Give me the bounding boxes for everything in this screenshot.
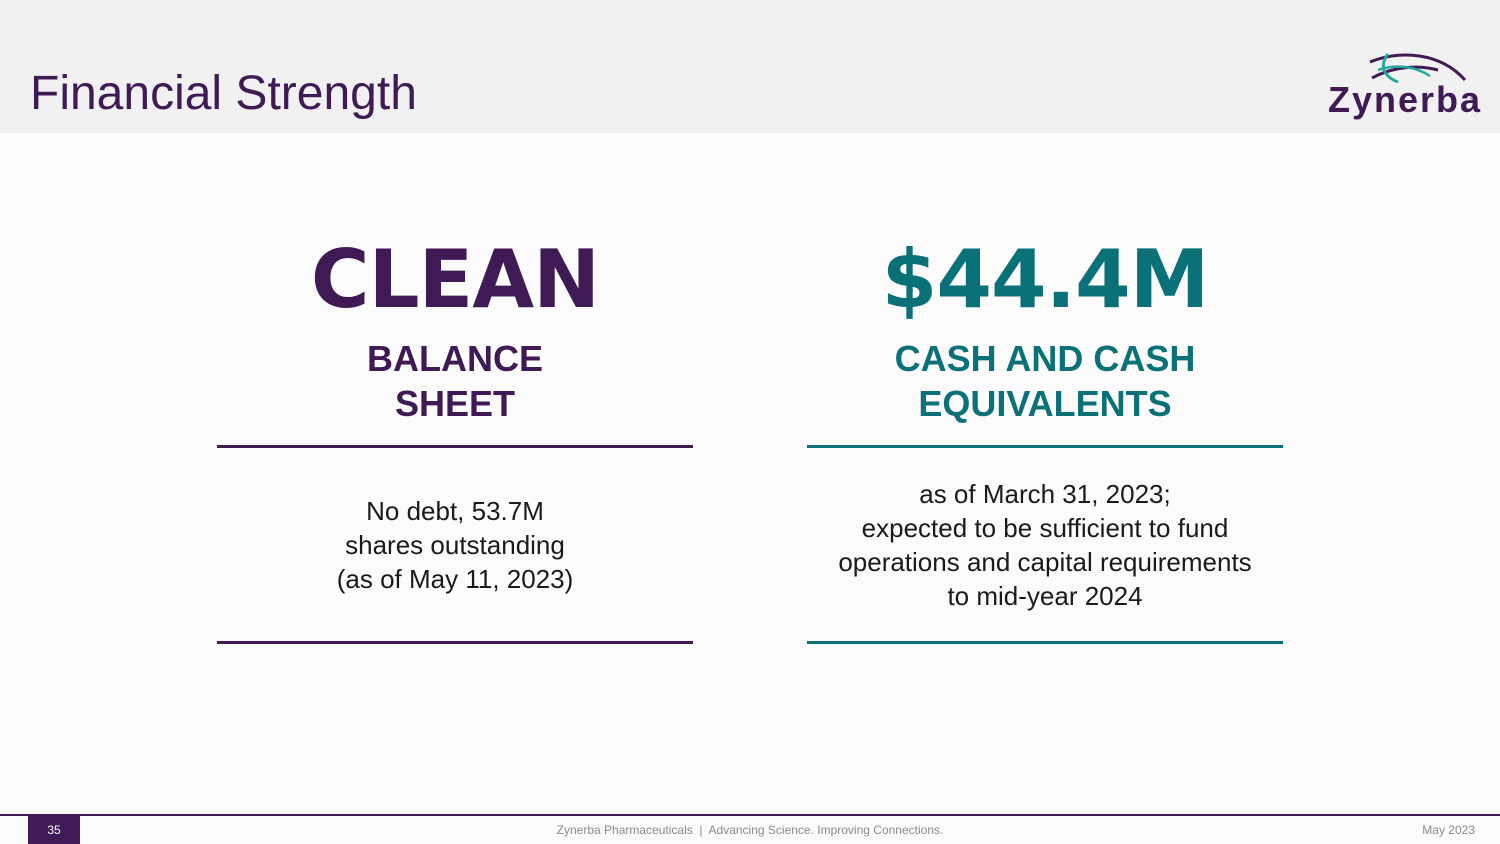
subtitle-line: CASH AND CASH <box>894 338 1196 379</box>
description-line: operations and capital requirements <box>838 546 1252 577</box>
subtitle-line: BALANCE <box>367 338 543 379</box>
logo-registered-mark: ® <box>1470 95 1476 102</box>
header-bar: Financial Strength Zynerba ® <box>0 0 1500 133</box>
cash-card: $44.4M CASH AND CASH EQUIVALENTS as of M… <box>805 230 1285 644</box>
logo-wordmark: Zynerba <box>1328 79 1483 120</box>
balance-sheet-subtitle: BALANCE SHEET <box>215 336 695 426</box>
description-line: as of March 31, 2023; <box>919 478 1171 509</box>
subtitle-line: SHEET <box>394 383 516 424</box>
logo-swoosh-icon <box>1369 53 1467 84</box>
balance-sheet-description: No debt, 53.7M shares outstanding (as of… <box>215 448 695 641</box>
footer-tagline: Zynerba Pharmaceuticals | Advancing Scie… <box>556 823 944 837</box>
divider-bottom <box>217 641 693 644</box>
divider-top <box>217 445 693 448</box>
description-line: expected to be sufficient to fund <box>861 512 1229 543</box>
balance-sheet-headline: CLEAN <box>310 233 600 326</box>
description-line: No debt, 53.7M <box>366 495 544 526</box>
footer-divider <box>0 814 1500 816</box>
page-number: 35 <box>28 816 80 844</box>
page-title: Financial Strength <box>30 67 417 120</box>
subtitle-line: EQUIVALENTS <box>918 383 1172 424</box>
description-line: to mid-year 2024 <box>947 580 1143 611</box>
description-line: (as of May 11, 2023) <box>336 563 574 594</box>
description-line: shares outstanding <box>345 529 565 560</box>
cash-subtitle: CASH AND CASH EQUIVALENTS <box>805 336 1285 426</box>
footer-date: May 2023 <box>1422 823 1475 837</box>
zynerba-logo: Zynerba ® <box>1320 50 1480 125</box>
balance-sheet-card: CLEAN BALANCE SHEET No debt, 53.7M share… <box>215 230 695 644</box>
cash-description: as of March 31, 2023; expected to be suf… <box>805 448 1285 641</box>
divider-top <box>807 445 1283 448</box>
cash-headline: $44.4M <box>881 233 1210 326</box>
divider-bottom <box>807 641 1283 644</box>
